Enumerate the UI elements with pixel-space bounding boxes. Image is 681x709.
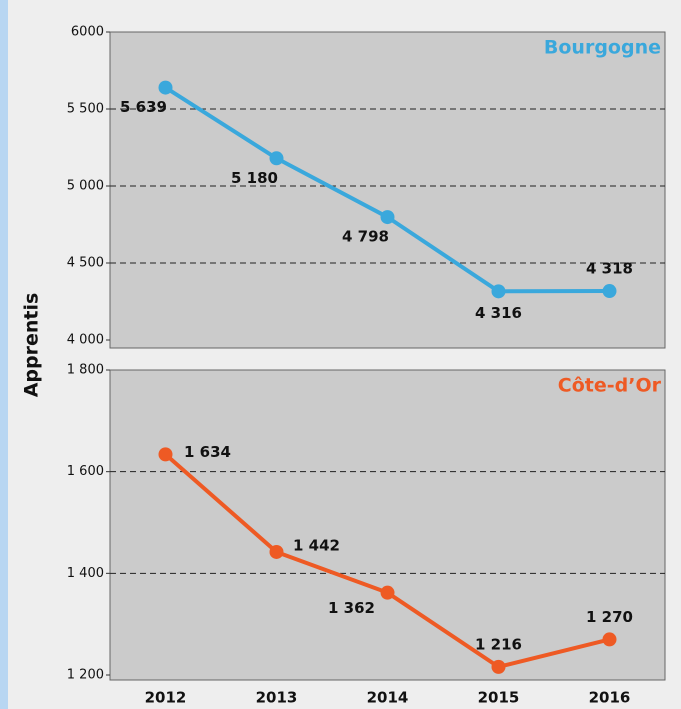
point bbox=[158, 447, 173, 462]
panel-title: Côte-d’Or bbox=[558, 375, 662, 397]
data-label: 1 442 bbox=[293, 536, 340, 554]
y-tick-label: 1 800 bbox=[67, 363, 104, 378]
y-tick-label: 1 200 bbox=[67, 668, 104, 683]
y-tick-label: 1 600 bbox=[67, 464, 104, 479]
point bbox=[602, 632, 617, 647]
side-strip bbox=[0, 0, 8, 709]
x-tick-label: 2016 bbox=[589, 689, 631, 707]
y-tick-label: 5 500 bbox=[67, 102, 104, 117]
point bbox=[602, 284, 617, 299]
y-tick-label: 6000 bbox=[71, 25, 104, 40]
point bbox=[491, 659, 506, 674]
data-label: 4 318 bbox=[586, 260, 633, 278]
point bbox=[269, 544, 284, 559]
data-label: 1 362 bbox=[328, 599, 375, 617]
data-label: 1 634 bbox=[184, 443, 231, 461]
x-tick-label: 2014 bbox=[367, 689, 409, 707]
data-label: 1 270 bbox=[586, 608, 633, 626]
point bbox=[269, 151, 284, 166]
x-tick-label: 2012 bbox=[145, 689, 187, 707]
point bbox=[158, 80, 173, 95]
point bbox=[491, 284, 506, 299]
x-tick-label: 2013 bbox=[256, 689, 298, 707]
x-tick-label: 2015 bbox=[478, 689, 520, 707]
data-label: 5 639 bbox=[120, 98, 167, 116]
data-label: 1 216 bbox=[475, 635, 522, 653]
data-label: 4 316 bbox=[475, 304, 522, 322]
data-label: 5 180 bbox=[231, 169, 278, 187]
panel-title: Bourgogne bbox=[544, 37, 661, 59]
y-axis-label: Apprentis bbox=[21, 293, 43, 398]
y-tick-label: 5 000 bbox=[67, 179, 104, 194]
data-label: 4 798 bbox=[342, 228, 389, 246]
y-tick-label: 4 500 bbox=[67, 256, 104, 271]
plot-area bbox=[109, 31, 666, 349]
plot-area bbox=[109, 369, 666, 681]
point bbox=[380, 210, 395, 225]
point bbox=[380, 585, 395, 600]
y-tick-label: 1 400 bbox=[67, 566, 104, 581]
y-tick-label: 4 000 bbox=[67, 333, 104, 348]
